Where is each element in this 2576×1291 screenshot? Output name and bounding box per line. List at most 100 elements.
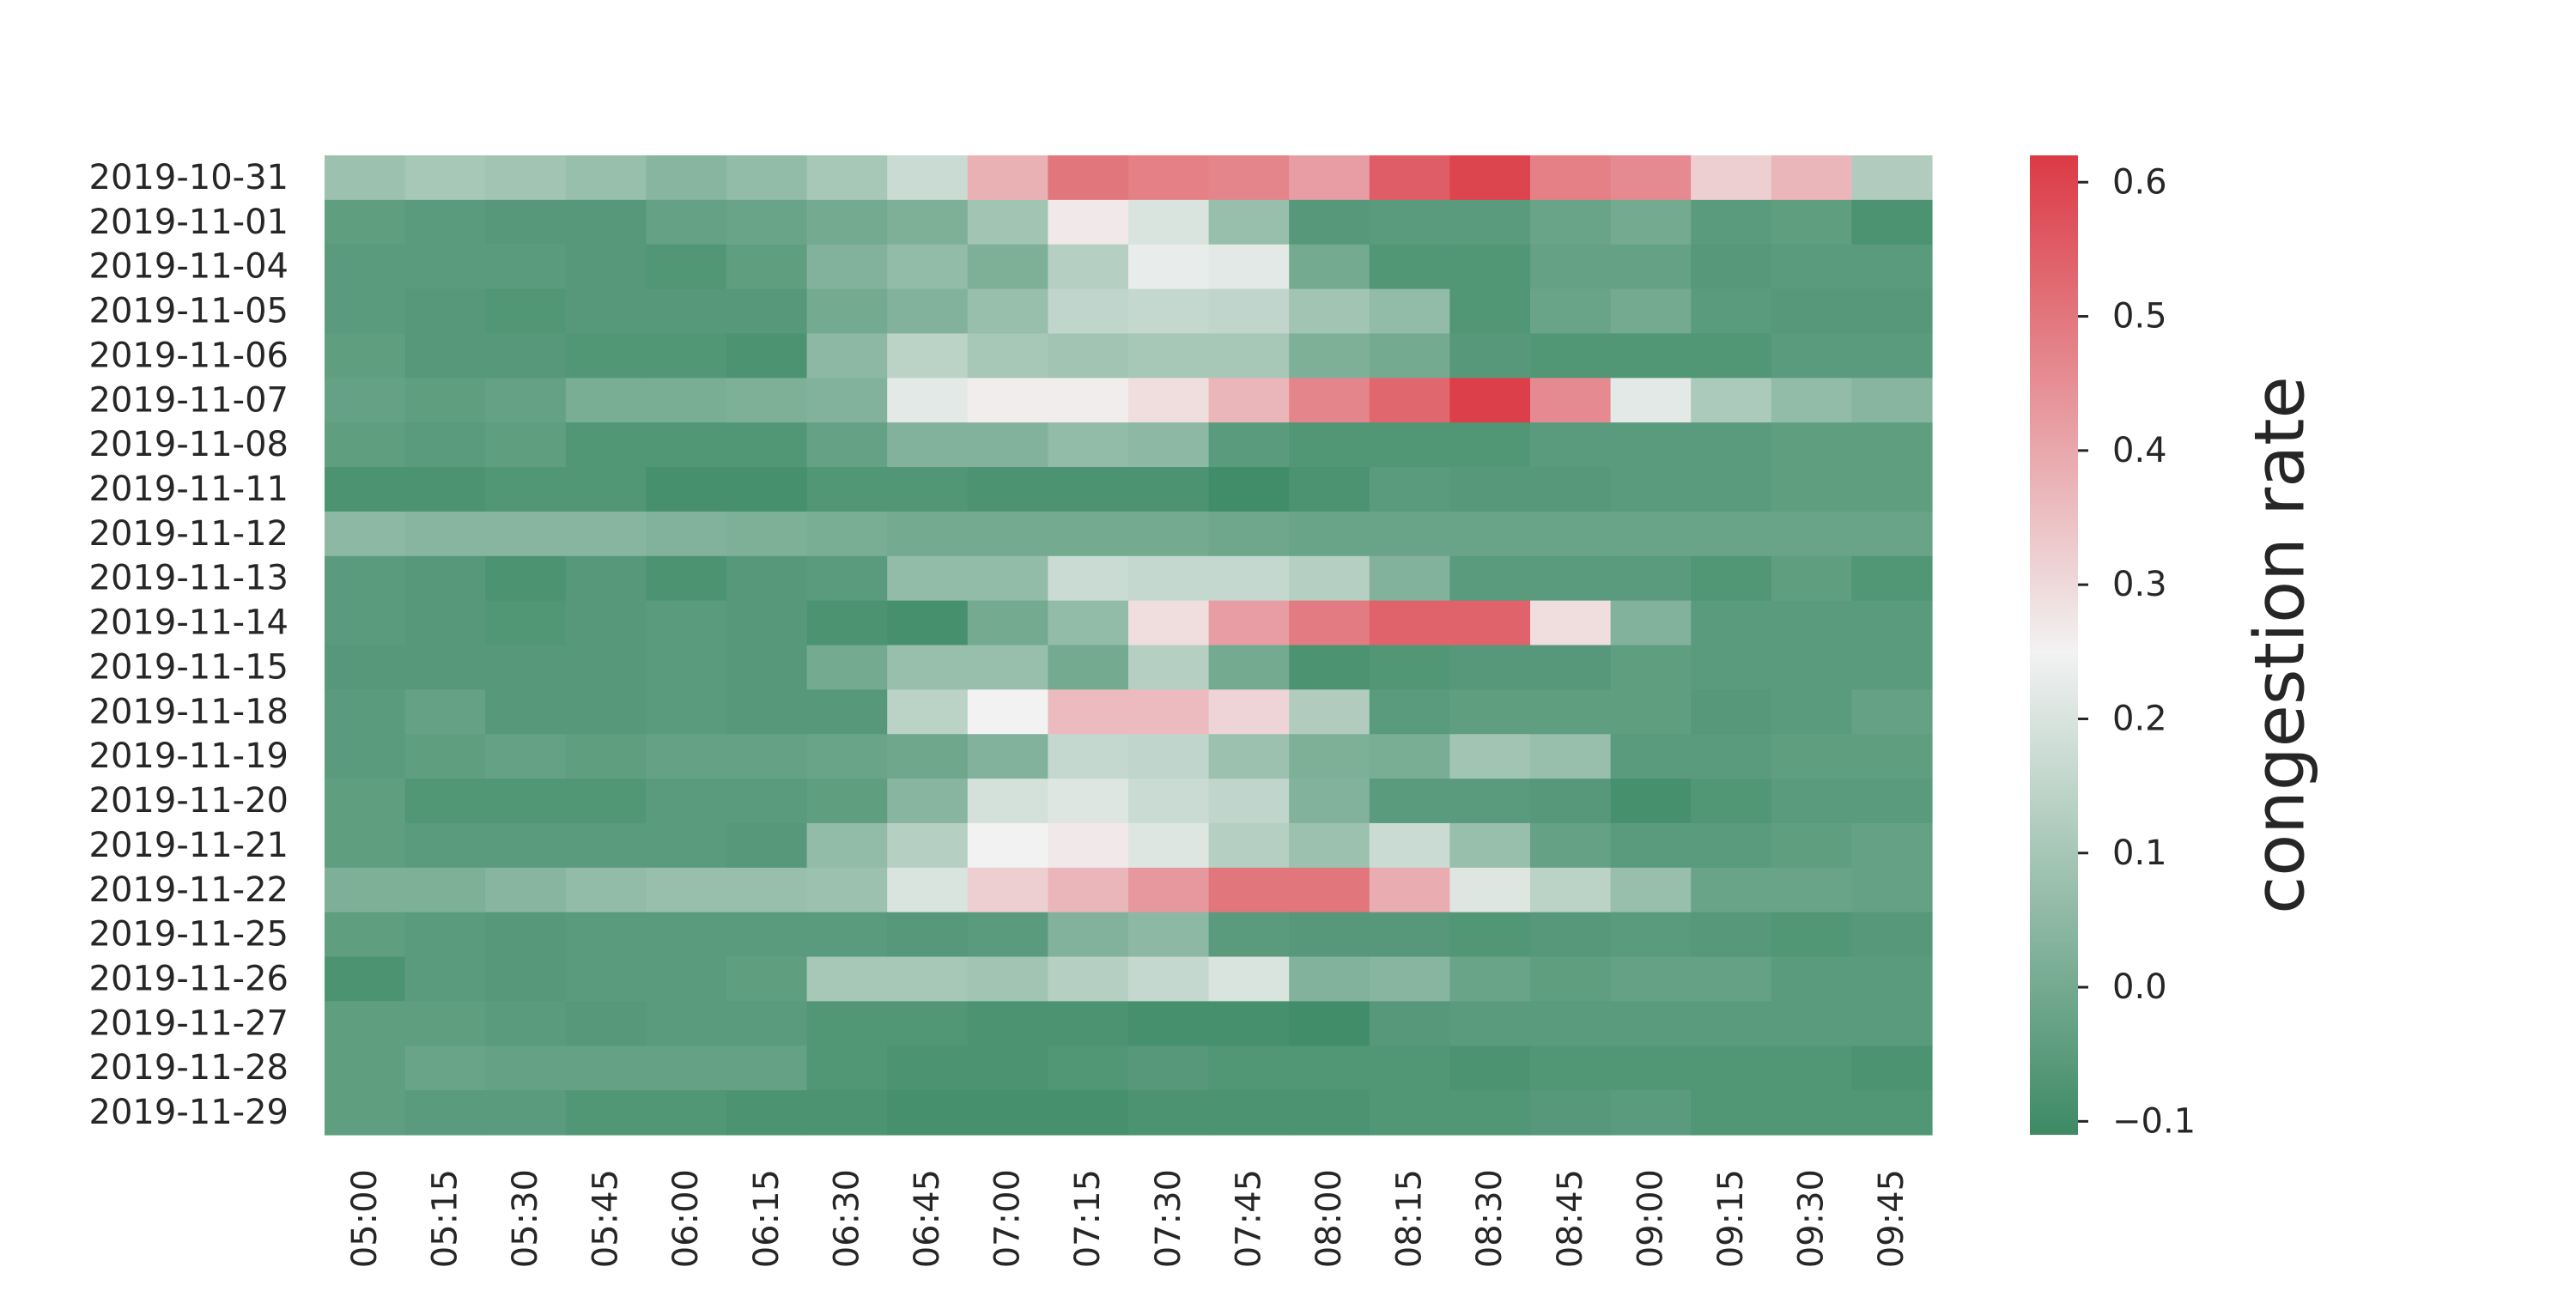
heatmap-cell	[1128, 734, 1210, 779]
heatmap-cell	[1128, 199, 1210, 245]
heatmap-cell	[325, 288, 406, 335]
colorbar-tick-label: 0.1	[2112, 833, 2167, 873]
heatmap-cell	[485, 1090, 567, 1136]
heatmap-cell	[1851, 378, 1933, 423]
heatmap-cell	[806, 779, 888, 824]
heatmap-cell	[485, 600, 567, 646]
heatmap-cell	[1449, 1090, 1531, 1136]
heatmap-cell	[887, 645, 969, 690]
heatmap-cell	[1691, 288, 1772, 335]
heatmap-cell	[1610, 378, 1692, 423]
heatmap-cell	[726, 779, 808, 824]
heatmap-cell	[1048, 689, 1129, 735]
heatmap-cell	[646, 912, 727, 958]
heatmap-cell	[485, 199, 567, 245]
heatmap-cell	[1851, 1090, 1933, 1136]
heatmap-cell	[1289, 378, 1370, 423]
heatmap-cell	[1048, 645, 1129, 690]
heatmap-cell	[1369, 422, 1450, 468]
heatmap-cell	[726, 867, 808, 913]
heatmap-cell	[1048, 1046, 1129, 1091]
heatmap-cell	[325, 422, 406, 468]
heatmap-cell	[404, 956, 486, 1003]
heatmap-cell	[485, 734, 567, 779]
heatmap-cell	[1530, 867, 1612, 913]
heatmap-cell	[404, 645, 486, 690]
heatmap-cell	[325, 467, 406, 512]
heatmap-cell	[1449, 956, 1531, 1003]
x-tick-label: 09:00	[1631, 1169, 1670, 1268]
heatmap-cell	[404, 155, 486, 201]
heatmap-cell	[565, 1001, 647, 1046]
heatmap-cell	[1851, 511, 1933, 557]
heatmap-cell	[1289, 689, 1370, 735]
heatmap-cell	[1449, 555, 1531, 602]
heatmap-cell	[806, 288, 888, 335]
heatmap-cell	[485, 511, 567, 557]
heatmap-cell	[1128, 333, 1210, 379]
heatmap-cell	[565, 155, 647, 201]
heatmap-cell	[1048, 956, 1129, 1003]
heatmap-cell	[1128, 511, 1210, 557]
heatmap-cell	[1208, 1046, 1290, 1091]
heatmap-cell	[1128, 645, 1210, 690]
heatmap-cell	[1048, 779, 1129, 824]
heatmap-cell	[1128, 1090, 1210, 1136]
heatmap-cell	[1691, 467, 1772, 512]
heatmap-cell	[1530, 333, 1612, 379]
heatmap-cell	[646, 555, 727, 602]
heatmap-cell	[1369, 1046, 1450, 1091]
heatmap-cell	[1851, 734, 1933, 779]
heatmap-cell	[1128, 779, 1210, 824]
y-tick-label: 2019-11-18	[89, 692, 289, 731]
heatmap-cell	[1530, 378, 1612, 423]
heatmap-cell	[1289, 600, 1370, 646]
heatmap-cell	[1208, 422, 1290, 468]
heatmap-cell	[1610, 199, 1692, 245]
heatmap-cell	[1289, 822, 1370, 869]
x-tick-label: 06:30	[827, 1169, 866, 1268]
heatmap-cell	[1208, 645, 1290, 690]
heatmap-cell	[887, 912, 969, 958]
heatmap-cell	[1369, 378, 1450, 423]
heatmap-cell	[404, 333, 486, 379]
heatmap-cell	[1771, 288, 1852, 335]
heatmap-cell	[1691, 155, 1772, 201]
heatmap-cell	[325, 155, 406, 201]
heatmap-cell	[1048, 155, 1129, 201]
heatmap-cell	[1771, 779, 1852, 824]
x-tick-labels: 05:00 05:15 05:30 05:45 06:00 06:15 06:30 06:45…	[345, 1169, 1911, 1268]
x-tick-label: 08:30	[1470, 1169, 1510, 1268]
y-tick-labels: 2019-10-31 2019-11-01 2019-11-04 2019-11-05…	[89, 158, 289, 1132]
y-tick-label: 2019-11-11	[89, 470, 289, 509]
heatmap-cell	[646, 1090, 727, 1136]
heatmap-cell	[967, 422, 1048, 468]
heatmap-cell	[1691, 555, 1772, 602]
heatmap-cell	[1530, 1001, 1612, 1046]
heatmap-cell	[1851, 467, 1933, 512]
y-tick-label: 2019-11-07	[89, 380, 289, 420]
heatmap-cell	[1208, 822, 1290, 869]
heatmap-cell	[1128, 244, 1210, 290]
heatmap-cell	[646, 467, 727, 512]
heatmap-cell	[325, 645, 406, 690]
heatmap-cell	[1771, 1001, 1852, 1046]
heatmap-cell	[967, 288, 1048, 335]
y-tick-label: 2019-11-22	[89, 870, 289, 910]
heatmap-cell	[646, 867, 727, 913]
heatmap-cell	[887, 1046, 969, 1091]
heatmap-cell	[1691, 244, 1772, 290]
heatmap-cell	[565, 1046, 647, 1091]
heatmap-cell	[1610, 645, 1692, 690]
heatmap-cell	[646, 779, 727, 824]
heatmap-cell	[1530, 600, 1612, 646]
heatmap-cell	[1048, 467, 1129, 512]
heatmap-cell	[1771, 467, 1852, 512]
heatmap-cell	[1048, 734, 1129, 779]
heatmap-cell	[565, 422, 647, 468]
heatmap-cell	[325, 779, 406, 824]
heatmap-cell	[325, 333, 406, 379]
y-tick-label: 2019-11-14	[89, 603, 289, 643]
heatmap-cell	[646, 333, 727, 379]
